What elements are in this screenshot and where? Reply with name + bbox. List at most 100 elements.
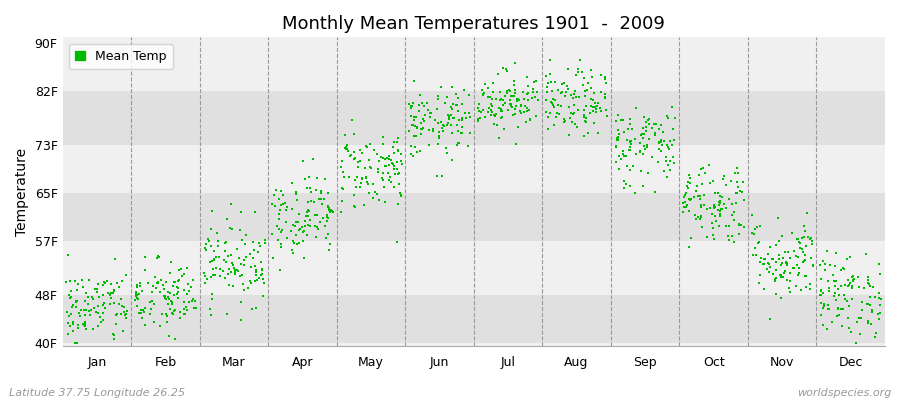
Point xyxy=(449,102,464,109)
Point xyxy=(473,108,488,115)
Point xyxy=(302,174,317,181)
Point xyxy=(376,184,391,190)
Point xyxy=(647,189,662,196)
Point xyxy=(432,133,446,140)
Point xyxy=(456,87,471,93)
Point xyxy=(354,180,368,186)
Point xyxy=(150,279,165,286)
Point xyxy=(796,258,811,264)
Point xyxy=(778,260,793,266)
Point xyxy=(660,141,674,148)
Point xyxy=(637,143,652,150)
Point xyxy=(788,283,803,290)
Point xyxy=(706,232,721,238)
Point xyxy=(829,278,843,284)
Point xyxy=(275,201,290,207)
Point xyxy=(719,205,733,211)
Point xyxy=(780,249,795,256)
Point xyxy=(310,212,324,219)
Point xyxy=(616,151,630,158)
Point xyxy=(580,87,594,94)
Point xyxy=(415,100,429,106)
Point xyxy=(431,120,446,126)
Point xyxy=(426,126,440,132)
Point xyxy=(493,96,508,102)
Point xyxy=(60,331,75,338)
Point xyxy=(562,104,576,110)
Point xyxy=(317,196,331,202)
Point xyxy=(145,298,159,304)
Point xyxy=(760,266,775,272)
Point xyxy=(828,282,842,289)
Point xyxy=(828,290,842,296)
Point xyxy=(627,136,642,142)
Point xyxy=(303,216,318,223)
Point xyxy=(484,103,499,109)
Point xyxy=(793,240,807,246)
Point xyxy=(442,116,456,122)
Point xyxy=(171,284,185,291)
Point xyxy=(254,259,268,266)
Point xyxy=(624,138,638,144)
Point xyxy=(779,262,794,268)
Point xyxy=(827,278,842,284)
Point xyxy=(652,140,667,146)
Point xyxy=(493,115,508,121)
Point xyxy=(60,252,75,258)
Point xyxy=(820,248,834,254)
Point xyxy=(66,321,80,327)
Point xyxy=(70,298,85,304)
Point xyxy=(500,88,514,94)
Point xyxy=(648,130,662,136)
Point xyxy=(271,237,285,243)
Point xyxy=(482,93,496,100)
Point xyxy=(616,128,631,135)
Point xyxy=(71,325,86,331)
Point xyxy=(378,156,392,162)
Point xyxy=(204,274,219,281)
Point xyxy=(91,303,105,309)
Point xyxy=(722,196,736,202)
Point xyxy=(392,171,406,177)
Point xyxy=(321,204,336,210)
Point xyxy=(205,208,220,214)
Point xyxy=(577,114,591,121)
Point xyxy=(481,109,495,116)
Point xyxy=(394,192,409,198)
Point xyxy=(841,315,855,321)
Point xyxy=(416,115,430,122)
Point xyxy=(353,157,367,164)
Point xyxy=(667,136,681,143)
Point xyxy=(770,274,784,281)
Point xyxy=(845,285,859,291)
Point xyxy=(198,273,212,280)
Point xyxy=(108,255,122,262)
Point xyxy=(444,104,458,110)
Point xyxy=(403,105,418,112)
Point xyxy=(290,241,304,247)
Point xyxy=(110,280,124,286)
Point xyxy=(600,112,615,119)
Point xyxy=(338,132,352,138)
Point xyxy=(576,82,590,88)
Point xyxy=(450,142,464,148)
Point xyxy=(166,310,180,316)
Point xyxy=(426,128,440,134)
Point xyxy=(249,266,264,273)
Point xyxy=(715,194,729,200)
Point xyxy=(81,277,95,284)
Point xyxy=(693,193,707,200)
Point xyxy=(340,148,355,154)
Point xyxy=(678,199,692,205)
Point xyxy=(804,235,818,242)
Point xyxy=(117,309,131,316)
Point xyxy=(296,228,310,234)
Point xyxy=(687,194,701,201)
Point xyxy=(115,303,130,310)
Point xyxy=(446,114,461,121)
Point xyxy=(301,207,315,213)
Point xyxy=(149,285,164,292)
Point xyxy=(107,336,122,343)
Point xyxy=(313,219,328,225)
Point xyxy=(863,283,878,289)
